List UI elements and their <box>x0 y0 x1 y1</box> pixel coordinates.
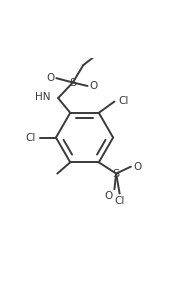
Text: Cl: Cl <box>26 133 36 142</box>
Text: O: O <box>46 73 54 83</box>
Text: Cl: Cl <box>119 96 129 106</box>
Text: S: S <box>69 77 76 88</box>
Text: S: S <box>113 168 120 179</box>
Text: Cl: Cl <box>114 196 125 206</box>
Text: O: O <box>104 190 113 201</box>
Text: O: O <box>133 162 141 172</box>
Text: HN: HN <box>35 92 50 102</box>
Text: O: O <box>90 81 98 91</box>
